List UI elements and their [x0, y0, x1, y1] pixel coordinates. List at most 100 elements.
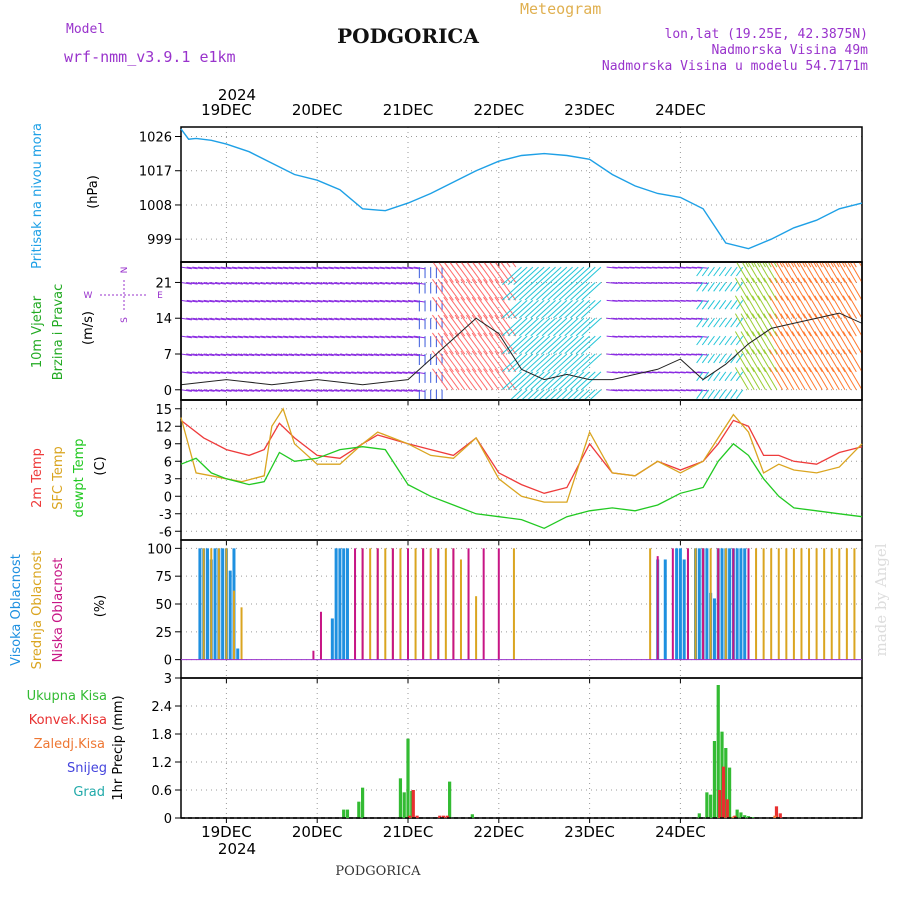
wind-arrow — [814, 295, 829, 319]
wind-arrow — [226, 266, 238, 270]
wind-arrow — [634, 299, 646, 302]
wind-arrow — [232, 281, 244, 285]
wind-arrow — [471, 314, 488, 337]
precip-bar — [743, 815, 747, 818]
cloud-bar — [770, 548, 773, 660]
wind-arrow — [734, 331, 749, 355]
wind-arrow — [283, 281, 295, 285]
svg-text:2m Temp: 2m Temp — [30, 448, 45, 508]
precip-bar — [746, 816, 751, 818]
wind-speed-line — [180, 312, 863, 386]
wind-arrow — [663, 335, 675, 338]
wind-arrow — [547, 266, 568, 286]
wind-arrow — [390, 266, 402, 270]
wind-arrow — [214, 299, 227, 303]
wind-arrow — [226, 281, 238, 285]
wind-arrow — [606, 266, 618, 269]
wind-arrow — [791, 331, 806, 355]
wind-arrow — [483, 350, 500, 373]
wind-arrow — [803, 349, 818, 373]
wind-arrow — [808, 331, 823, 355]
wind-arrow — [226, 371, 238, 375]
wind-arrow — [334, 266, 346, 270]
wind-arrow — [832, 262, 846, 283]
precip-ylabel: 1hr Precip (mm) — [111, 695, 126, 800]
wind-arrow — [640, 317, 652, 320]
svg-text:10m Vjetar: 10m Vjetar — [30, 295, 45, 368]
wind-arrow — [780, 349, 795, 373]
model-elevation-label: Nadmorska Visina u modelu 54.7171m — [602, 59, 868, 74]
wind-arrow — [483, 296, 500, 319]
wind-arrow — [735, 389, 744, 399]
wind-arrow — [669, 299, 681, 302]
wind-arrow — [808, 295, 823, 319]
wind-arrow — [581, 266, 602, 286]
wind-arrow — [570, 282, 590, 301]
wind-arrow — [768, 277, 783, 301]
wind-arrow — [379, 335, 391, 339]
wind-arrow — [300, 317, 312, 321]
wind-arrow — [718, 300, 727, 310]
wind-arrow — [449, 262, 466, 283]
wind-arrow — [501, 335, 522, 355]
wind-arrow — [449, 279, 466, 301]
wind-arrow — [606, 299, 618, 302]
wind-arrow — [396, 281, 408, 285]
wind-arrow — [781, 262, 795, 283]
cloud-bar — [649, 548, 652, 660]
cloud-bar — [330, 618, 334, 660]
wind-arrow — [379, 281, 391, 285]
wind-arrow — [402, 389, 414, 392]
wind-arrow — [524, 317, 545, 337]
date-label-bottom: 20DEC — [292, 823, 343, 841]
wind-arrow — [226, 335, 238, 339]
wind-arrow — [558, 335, 579, 355]
wind-arrow — [373, 281, 385, 285]
wind-arrow — [368, 371, 380, 375]
wind-arrow — [494, 262, 511, 283]
wind-arrow — [629, 266, 641, 269]
wind-arrow — [203, 281, 215, 285]
wind-arrow — [254, 371, 266, 375]
wind-arrow — [437, 368, 454, 391]
wind-arrow — [513, 266, 534, 286]
wind-arrow — [786, 313, 801, 337]
wind-arrow — [181, 266, 192, 270]
wind-arrow — [796, 262, 801, 268]
wind-arrow — [192, 299, 204, 303]
wind-arrow — [260, 371, 272, 375]
wind-arrow — [432, 279, 449, 301]
wind-arrow — [701, 389, 710, 399]
wind-arrow — [483, 332, 500, 355]
wind-arrow — [831, 313, 846, 337]
wind-arrow — [288, 371, 300, 375]
wind-arrow — [277, 266, 289, 270]
wind-arrow — [718, 353, 727, 364]
y-tick-label: 12 — [155, 420, 172, 435]
wind-arrow — [396, 353, 408, 357]
wind-arrow — [322, 299, 334, 303]
wind-arrow — [232, 317, 244, 321]
wind-arrow — [740, 367, 755, 391]
wind-arrow — [651, 317, 664, 320]
wind-arrow — [197, 299, 209, 303]
wind-arrow — [623, 281, 635, 285]
svg-text:Brzina i Pravac: Brzina i Pravac — [51, 284, 66, 381]
wind-arrow — [356, 266, 368, 270]
wind-arrow — [488, 314, 505, 337]
wind-arrow — [203, 389, 215, 392]
wind-arrow — [612, 335, 624, 338]
wind-arrow — [674, 281, 686, 285]
wind-arrow — [575, 317, 596, 337]
precip-bar — [407, 815, 412, 818]
y-tick-label: 2.4 — [151, 700, 172, 715]
panel-frame — [180, 677, 863, 819]
wind-arrow — [390, 371, 402, 375]
cloud-bar — [391, 548, 394, 660]
wind-arrow — [328, 299, 340, 303]
wind-arrow — [515, 389, 528, 400]
wind-arrow — [646, 266, 658, 269]
wind-arrow — [735, 282, 744, 292]
wind-arrow — [237, 281, 249, 285]
precip-bar — [415, 815, 419, 818]
